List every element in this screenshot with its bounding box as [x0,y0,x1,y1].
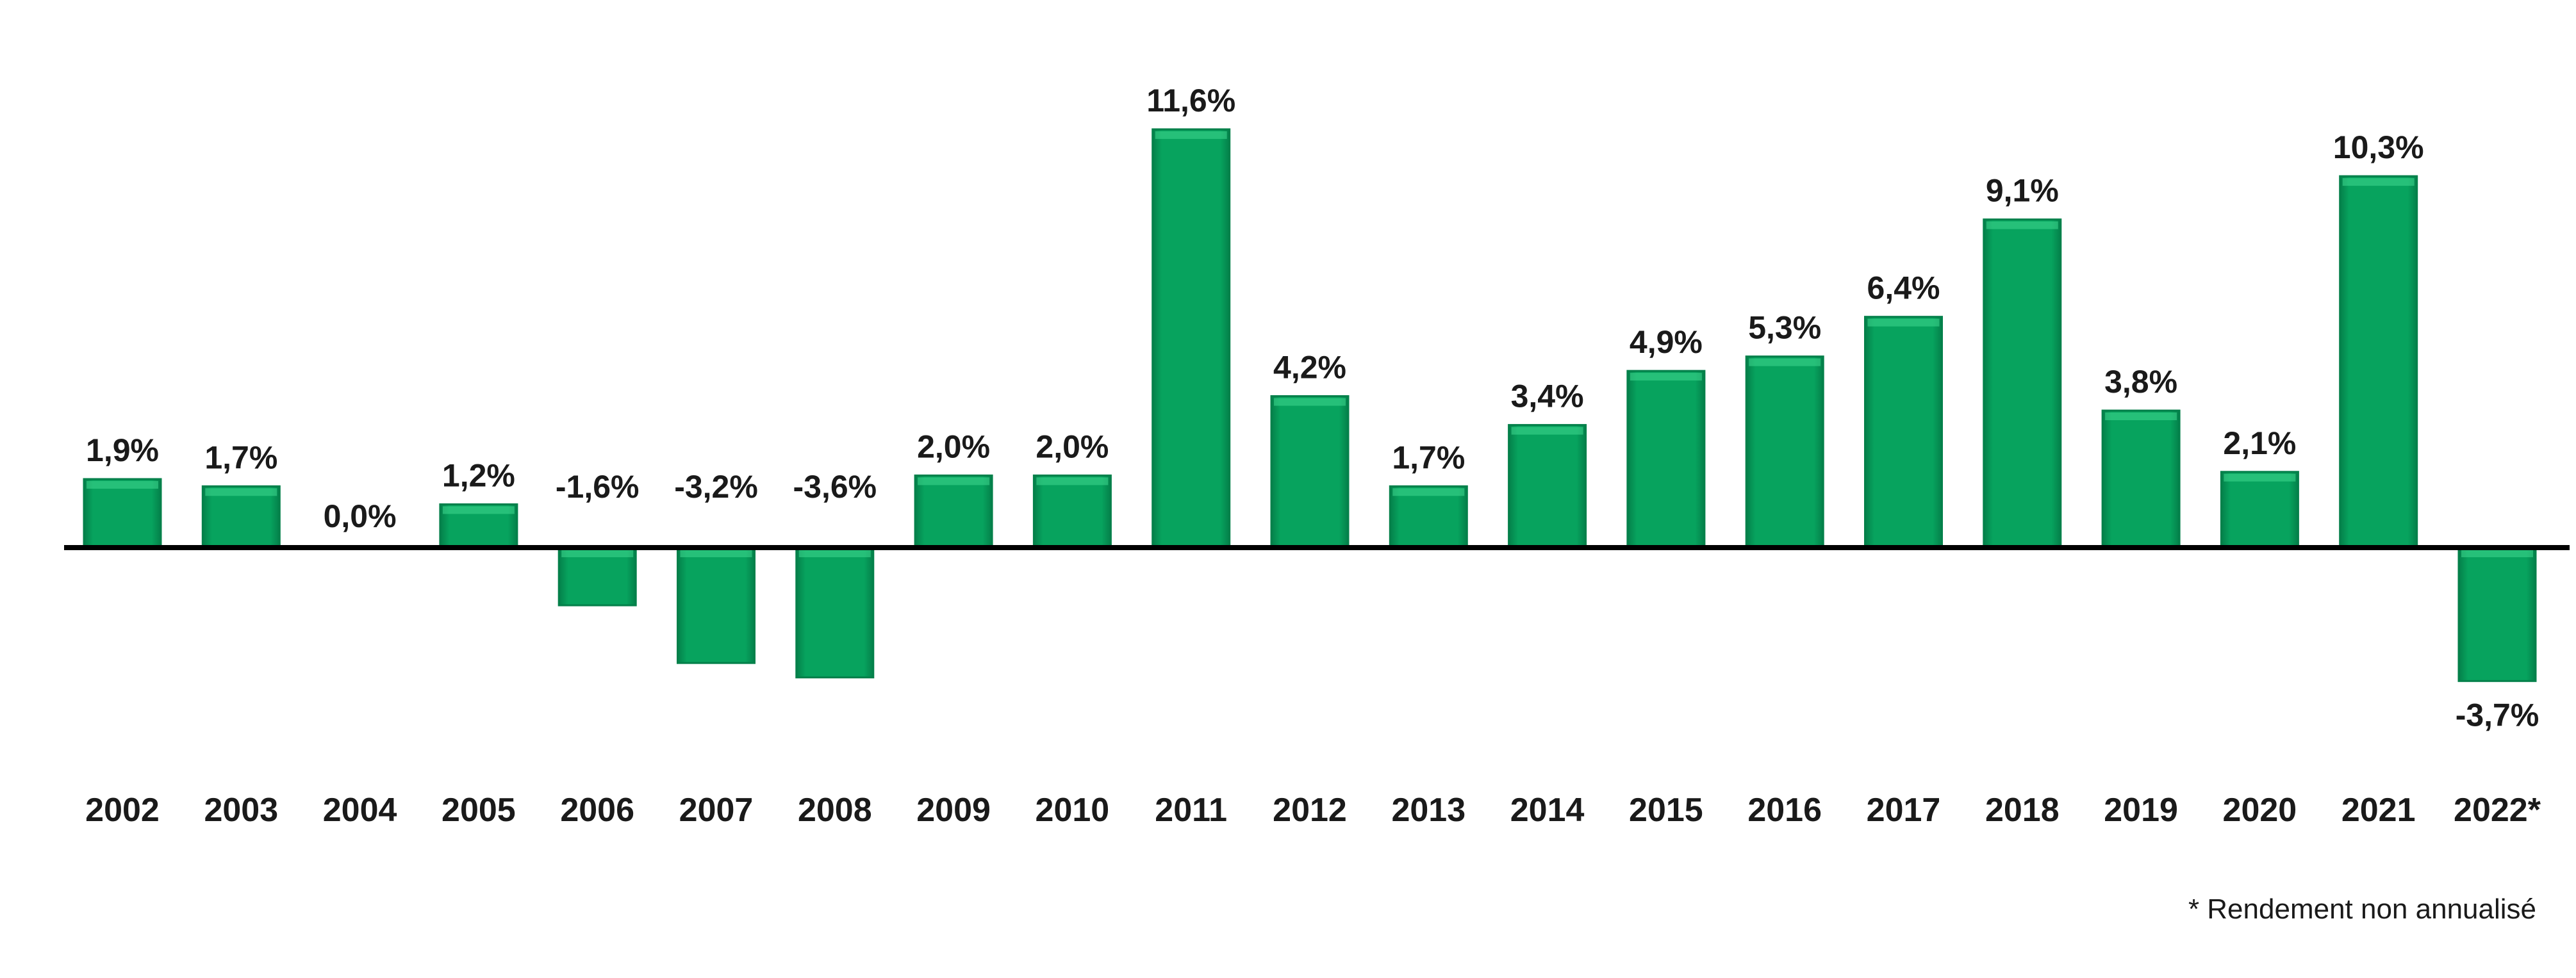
footnote: * Rendement non annualisé [2188,893,2536,925]
bar-2012 [1270,395,1350,549]
data-label-2018: 9,1% [1986,173,2059,209]
data-label-2004: 0,0% [324,498,397,534]
data-label-2011: 11,6% [1146,83,1235,118]
bar-highlight-2007 [680,550,752,557]
bar-highlight-2009 [918,477,990,485]
bar-2011 [1152,128,1231,549]
data-label-2006: -1,6% [556,469,640,505]
category-label-2007: 2007 [679,792,754,829]
category-label-2018: 2018 [1985,792,2060,829]
data-label-2017: 6,4% [1867,270,1940,306]
bar-2017 [1864,316,1943,549]
category-label-2005: 2005 [442,792,516,829]
category-label-2017: 2017 [1867,792,1941,829]
category-labels-group: 2002 2003 2004 2005 2006 2007 2008 2009 2010 2011… [85,792,2541,829]
bar-highlight-2005 [442,506,515,514]
bar-highlight-2006 [561,550,634,557]
data-label-2010: 2,0% [1036,428,1109,464]
data-label-2020: 2,1% [2223,425,2296,461]
category-label-2011: 2011 [1155,792,1227,829]
bar-highlight-2022 [2461,550,2533,557]
category-label-2019: 2019 [2104,792,2178,829]
category-label-2010: 2010 [1036,792,1110,829]
bar-2003 [201,485,281,549]
data-label-2015: 4,9% [1630,324,1703,360]
bar-2009 [914,474,993,549]
data-label-2016: 5,3% [1748,310,1821,346]
category-label-2012: 2012 [1273,792,1347,829]
category-label-2004: 2004 [323,792,397,829]
bars-group [83,128,2537,682]
bar-2022 [2457,546,2537,682]
data-labels-group: 1,9% 1,7% 0,0% 1,2% -1,6% -3,2% -3,6% 2,0% 2,0% 1… [86,83,2539,733]
data-label-2009: 2,0% [917,428,990,464]
data-label-2013: 1,7% [1392,439,1465,475]
bar-highlight-2012 [1274,398,1346,406]
bar-highlight-2015 [1630,373,1702,381]
bar-highlight-2019 [2105,412,2177,421]
bar-2019 [2101,409,2181,549]
bar-highlight-2011 [1155,131,1227,139]
bar-highlight-2003 [205,488,277,496]
bar-2010 [1032,474,1112,549]
data-label-2021: 10,3% [2333,129,2424,165]
data-label-2005: 1,2% [442,457,515,493]
bar-2020 [2220,471,2299,549]
data-label-2014: 3,4% [1511,379,1584,414]
bar-2007 [677,546,755,664]
data-label-2012: 4,2% [1273,350,1346,386]
bar-highlight-2014 [1511,427,1583,435]
category-label-2009: 2009 [916,792,991,829]
category-label-2020: 2020 [2223,792,2297,829]
data-label-2002: 1,9% [86,432,159,468]
data-label-2022: -3,7% [2456,697,2539,733]
bar-highlight-2008 [798,550,871,557]
bar-highlight-2017 [1867,318,1940,327]
data-label-2003: 1,7% [204,439,277,475]
bar-2018 [1983,218,2062,549]
bar-highlight-2020 [2224,473,2296,482]
category-label-2002: 2002 [85,792,160,829]
data-label-2008: -3,6% [793,469,877,505]
category-label-2016: 2016 [1747,792,1822,829]
bar-2013 [1389,485,1468,549]
bar-2008 [795,546,875,679]
bar-highlight-2018 [1986,221,2058,229]
bar-2002 [83,478,162,549]
category-label-2014: 2014 [1510,792,1585,829]
bar-highlight-2010 [1036,477,1109,485]
category-label-2013: 2013 [1391,792,1466,829]
bar-highlight-2013 [1392,488,1465,496]
category-label-2008: 2008 [798,792,872,829]
category-label-2015: 2015 [1629,792,1703,829]
bar-highlight-2021 [2342,178,2415,186]
category-label-2006: 2006 [560,792,634,829]
category-label-2021: 2021 [2341,792,2416,829]
bar-2014 [1508,424,1587,549]
bar-highlight-2002 [87,481,158,489]
bar-2021 [2339,175,2418,549]
bar-2016 [1745,355,1824,549]
category-label-2022: 2022* [2454,792,2541,829]
data-label-2019: 3,8% [2104,364,2177,400]
bar-highlight-2016 [1749,358,1821,366]
category-label-2003: 2003 [204,792,278,829]
data-label-2007: -3,2% [674,469,758,505]
bar-2015 [1626,370,1706,549]
